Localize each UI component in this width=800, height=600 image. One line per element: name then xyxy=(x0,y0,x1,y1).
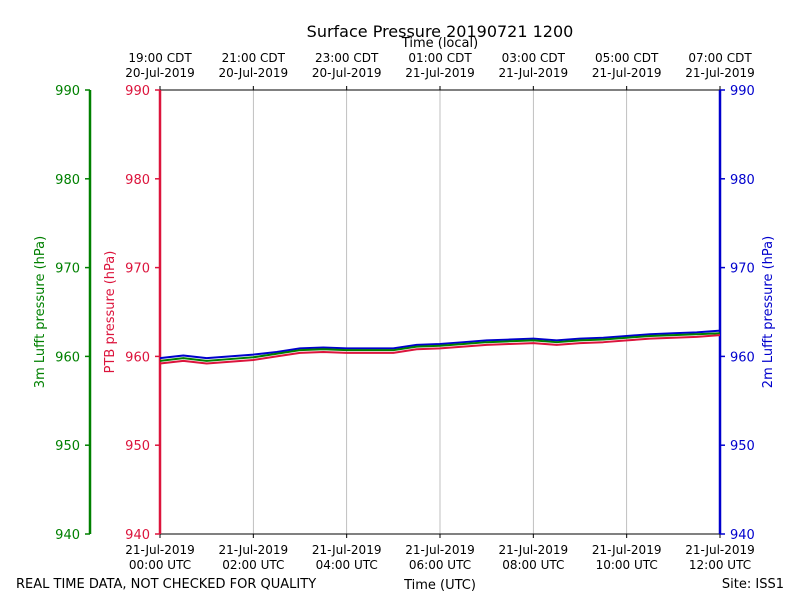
y-tick-label: 950 xyxy=(55,439,80,454)
series-line-0 xyxy=(159,329,721,360)
bottom-tick-label-date: 21-Jul-2019 xyxy=(125,543,195,557)
bottom-tick-label-time: 08:00 UTC xyxy=(502,558,564,572)
bottom-tick-label-date: 21-Jul-2019 xyxy=(685,543,755,557)
series-line-1 xyxy=(159,332,721,362)
y-tick-label: 960 xyxy=(730,350,755,365)
y-tick-label: 990 xyxy=(55,84,80,99)
quality-disclaimer: REAL TIME DATA, NOT CHECKED FOR QUALITY xyxy=(16,577,316,592)
bottom-tick-label-date: 21-Jul-2019 xyxy=(405,543,475,557)
top-tick-label-time: 21:00 CDT xyxy=(222,51,286,65)
top-tick-label-time: 05:00 CDT xyxy=(595,51,659,65)
y-tick-label: 990 xyxy=(730,84,755,99)
bottom-tick-label-date: 21-Jul-2019 xyxy=(219,543,289,557)
y-axis-label: PTB pressure (hPa) xyxy=(103,251,118,374)
bottom-tick-label-date: 21-Jul-2019 xyxy=(499,543,569,557)
top-tick-label-date: 21-Jul-2019 xyxy=(592,66,662,80)
top-tick-label-date: 20-Jul-2019 xyxy=(312,66,382,80)
top-tick-label-time: 19:00 CDT xyxy=(128,51,192,65)
y-tick-label: 950 xyxy=(125,439,150,454)
bottom-tick-label-time: 10:00 UTC xyxy=(596,558,658,572)
y-axes: 940 950 960 970 980 990 3m Lufft pressure (hPa… xyxy=(33,84,776,543)
y-axis-label: 2m Lufft pressure (hPa) xyxy=(761,236,776,388)
top-tick-label-time: 01:00 CDT xyxy=(408,51,472,65)
bottom-tick-label-time: 12:00 UTC xyxy=(689,558,751,572)
bottom-tick-label-time: 02:00 UTC xyxy=(222,558,284,572)
y-tick-label: 940 xyxy=(730,528,755,543)
bottom-tick-label-time: 04:00 UTC xyxy=(316,558,378,572)
bottom-tick-label-date: 21-Jul-2019 xyxy=(592,543,662,557)
top-axis-label: Time (local) xyxy=(401,36,478,51)
y-tick-label: 940 xyxy=(55,528,80,543)
top-tick-label-date: 21-Jul-2019 xyxy=(405,66,475,80)
top-tick-label-time: 03:00 CDT xyxy=(502,51,566,65)
y-tick-label: 950 xyxy=(730,439,755,454)
site-label: Site: ISS1 xyxy=(722,577,784,592)
top-tick-label-date: 21-Jul-2019 xyxy=(499,66,569,80)
y-tick-label: 970 xyxy=(55,262,80,277)
chart-title: Surface Pressure 20190721 1200 xyxy=(307,22,574,41)
top-tick-label-date: 21-Jul-2019 xyxy=(685,66,755,80)
y-tick-label: 980 xyxy=(55,173,80,188)
y-tick-label: 960 xyxy=(55,350,80,365)
data-series xyxy=(159,329,721,365)
y-tick-label: 990 xyxy=(125,84,150,99)
y-tick-label: 940 xyxy=(125,528,150,543)
y-axis-label: 3m Lufft pressure (hPa) xyxy=(33,236,48,388)
y-tick-label: 980 xyxy=(730,173,755,188)
bottom-tick-label-time: 06:00 UTC xyxy=(409,558,471,572)
top-tick-label-time: 07:00 CDT xyxy=(688,51,752,65)
y-tick-label: 970 xyxy=(125,262,150,277)
top-tick-label-date: 20-Jul-2019 xyxy=(125,66,195,80)
bottom-tick-label-time: 00:00 UTC xyxy=(129,558,191,572)
bottom-tick-label-date: 21-Jul-2019 xyxy=(312,543,382,557)
y-tick-label: 960 xyxy=(125,350,150,365)
y-tick-label: 970 xyxy=(730,262,755,277)
series-line-2 xyxy=(159,334,721,365)
y-tick-label: 980 xyxy=(125,173,150,188)
top-tick-label-time: 23:00 CDT xyxy=(315,51,379,65)
top-tick-label-date: 20-Jul-2019 xyxy=(219,66,289,80)
x-axis-label: Time (UTC) xyxy=(403,578,476,593)
